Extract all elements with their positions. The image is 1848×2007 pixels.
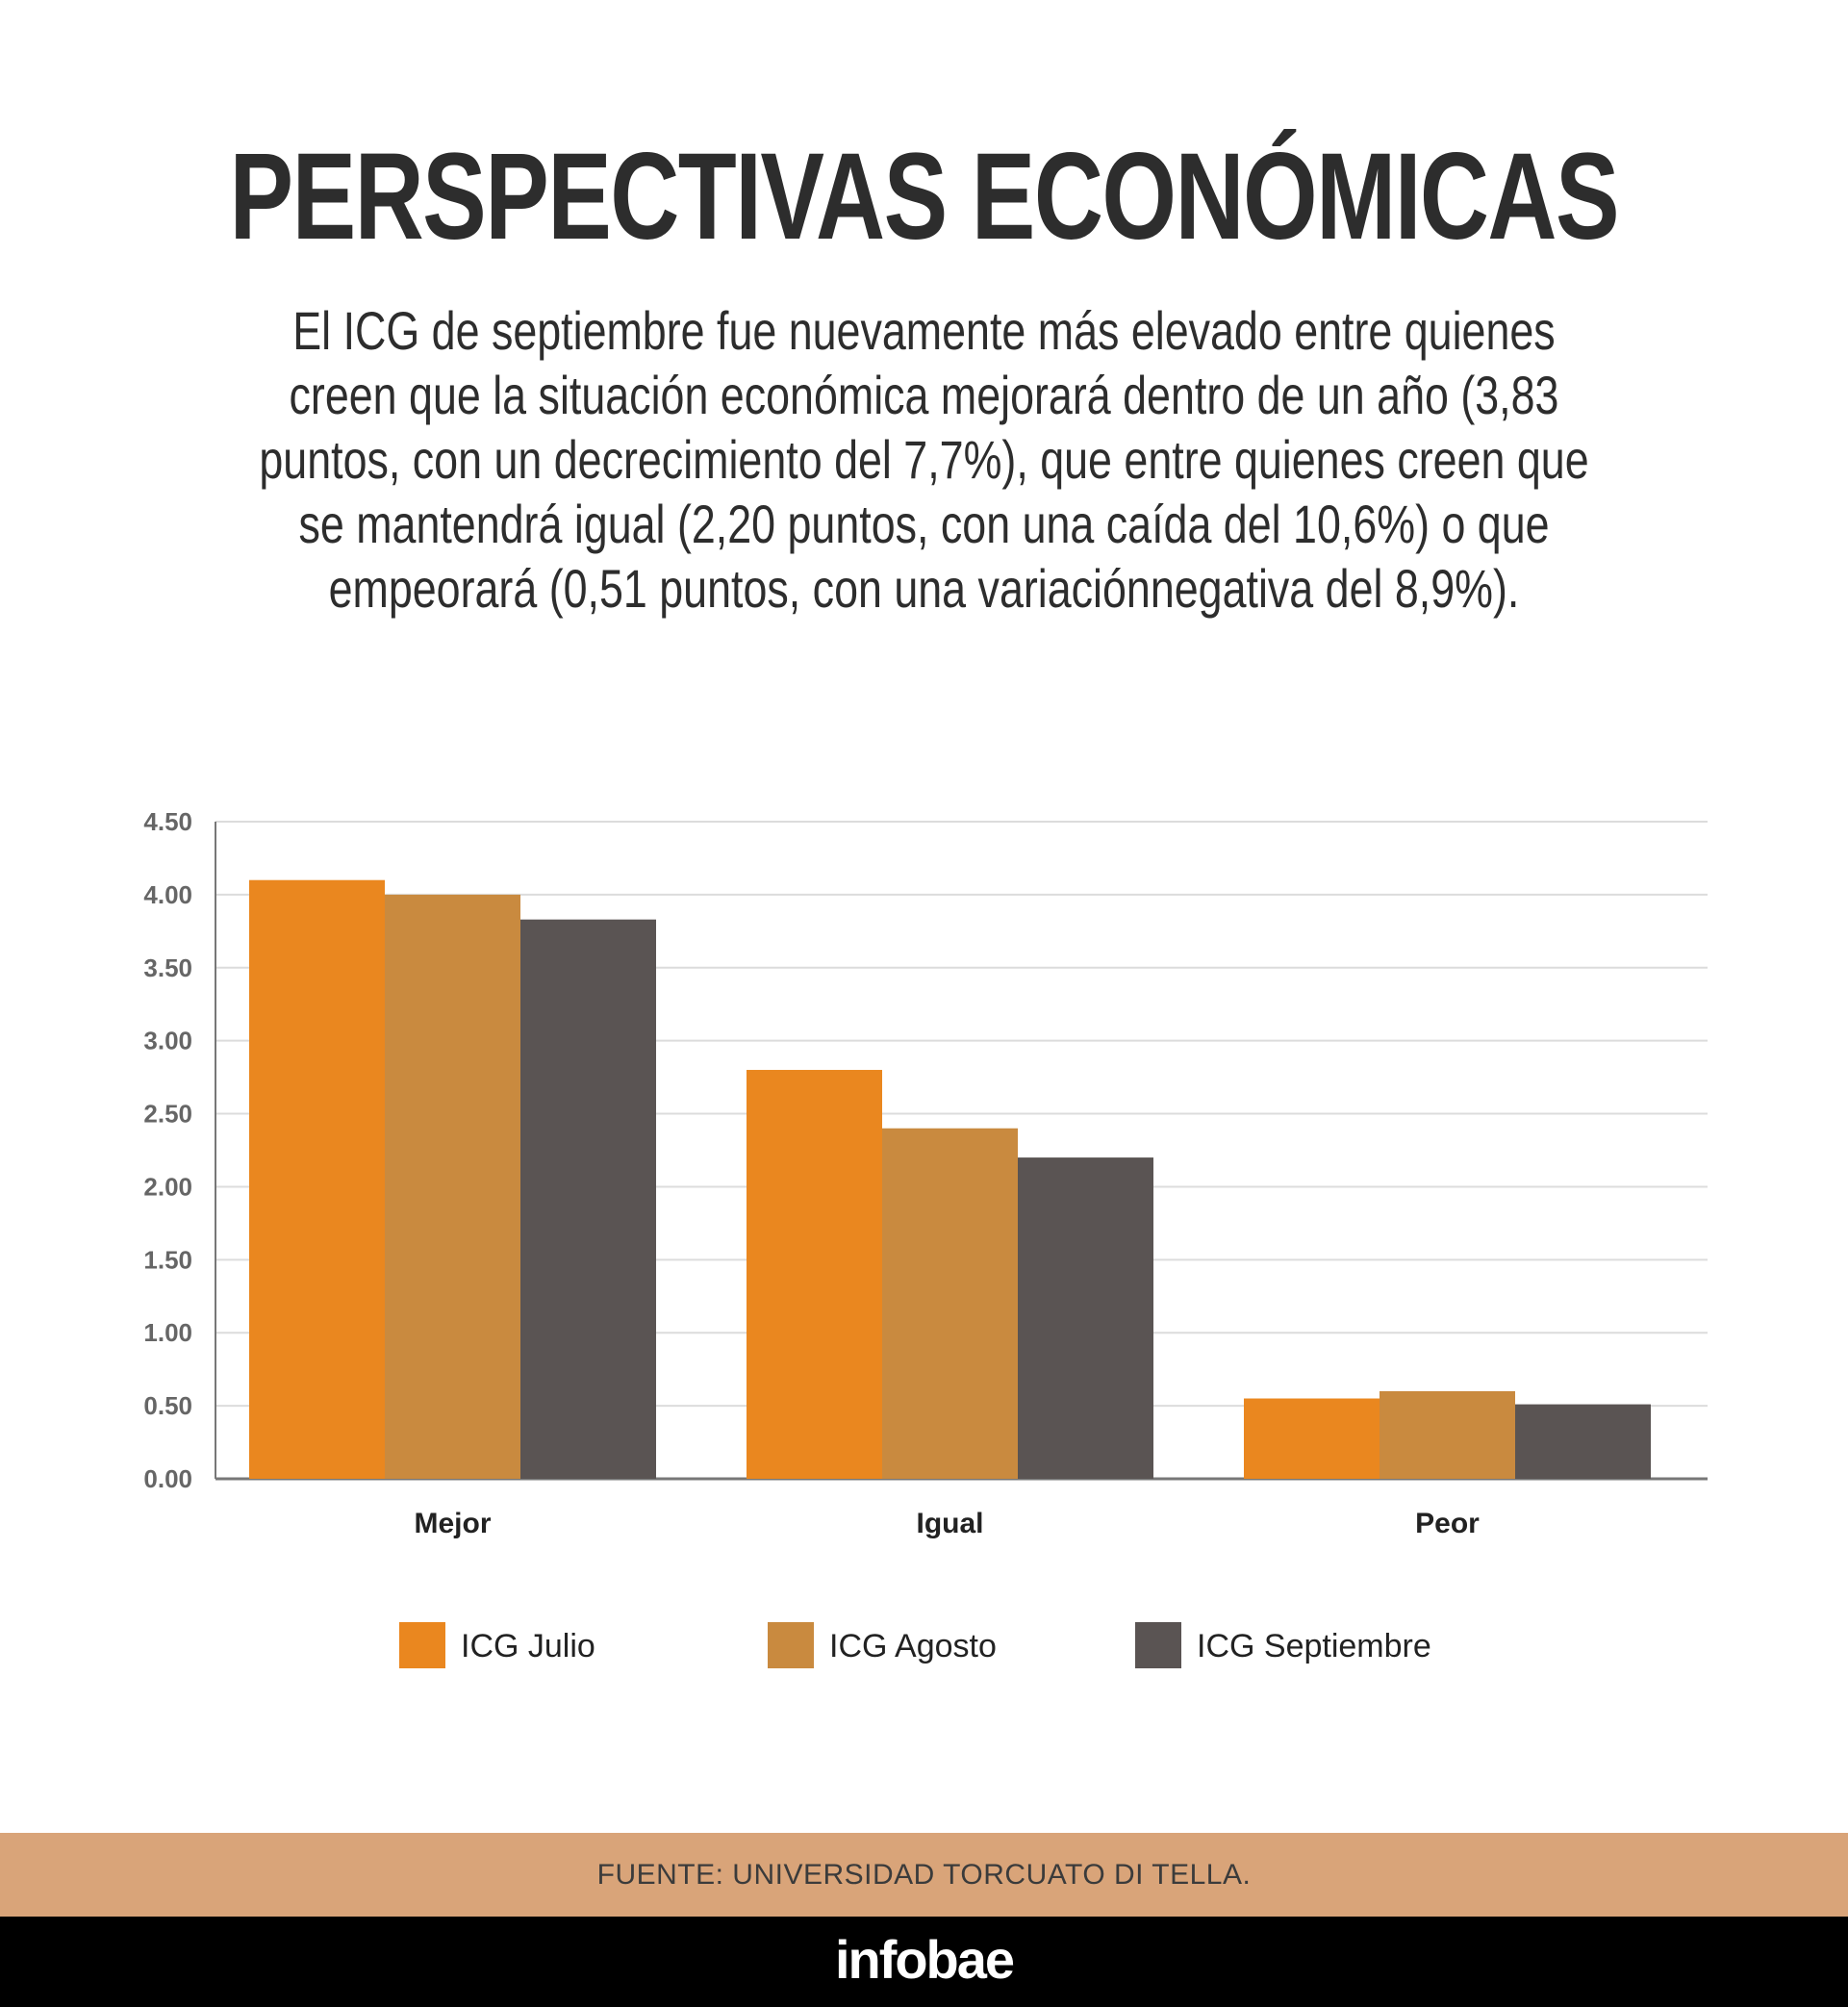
x-tick-label: Igual [916, 1508, 983, 1539]
subtitle-line: creen que la situación económica mejorar… [289, 365, 1559, 425]
source-footer: FUENTE: UNIVERSIDAD TORCUATO DI TELLA. [0, 1833, 1848, 1917]
legend-label: ICG Agosto [829, 1628, 997, 1664]
chart-subtitle: El ICG de septiembre fue nuevamente más … [31, 298, 1817, 621]
subtitle-line: empeorará (0,51 puntos, con una variació… [328, 558, 1520, 619]
y-tick-label: 3.00 [143, 1027, 192, 1055]
bar-chart: 0.00 0.50 1.00 1.50 2.00 2.50 3.00 3.50 4.00 4.50… [143, 807, 1708, 1668]
legend-swatch [1135, 1622, 1181, 1668]
y-tick-label: 0.50 [143, 1391, 192, 1420]
y-tick-label: 3.50 [143, 953, 192, 982]
x-tick-label: Mejor [414, 1508, 491, 1539]
brand-bar: infobae [0, 1917, 1848, 2007]
title-text: PERSPECTIVAS ECONÓMICAS [229, 128, 1620, 266]
subtitle-line: puntos, con un decrecimiento del 7,7%), … [259, 429, 1589, 490]
y-tick-label: 4.00 [143, 880, 192, 909]
y-tick-label: 1.50 [143, 1245, 192, 1274]
y-tick-label: 0.00 [143, 1464, 192, 1493]
subtitle-line: se mantendrá igual (2,20 puntos, con una… [298, 494, 1550, 554]
legend-swatch [768, 1622, 814, 1668]
chart-title: PERSPECTIVAS ECONÓMICAS [0, 130, 1848, 265]
source-text: FUENTE: UNIVERSIDAD TORCUATO DI TELLA. [596, 1859, 1252, 1891]
x-tick-label: Peor [1415, 1508, 1480, 1539]
bar-mejor-2 [385, 894, 520, 1479]
legend-swatch [399, 1622, 445, 1668]
bar-mejor-1 [249, 879, 385, 1479]
bar-igual-2 [882, 1128, 1018, 1479]
y-tick-label: 4.50 [143, 807, 192, 836]
bar-peor-3 [1515, 1404, 1651, 1479]
bar-peor-2 [1380, 1390, 1515, 1479]
bar-mejor-3 [520, 919, 656, 1479]
legend-label: ICG Julio [461, 1628, 595, 1664]
subtitle-line: El ICG de septiembre fue nuevamente más … [292, 300, 1556, 361]
infobae-logo: infobae [834, 1929, 1015, 1990]
legend-label: ICG Septiembre [1197, 1628, 1431, 1664]
y-tick-label: 2.50 [143, 1100, 192, 1129]
bar-igual-1 [747, 1070, 882, 1479]
bar-igual-3 [1018, 1157, 1153, 1479]
y-tick-label: 2.00 [143, 1172, 192, 1201]
y-tick-label: 1.00 [143, 1318, 192, 1347]
bar-peor-1 [1244, 1398, 1380, 1479]
